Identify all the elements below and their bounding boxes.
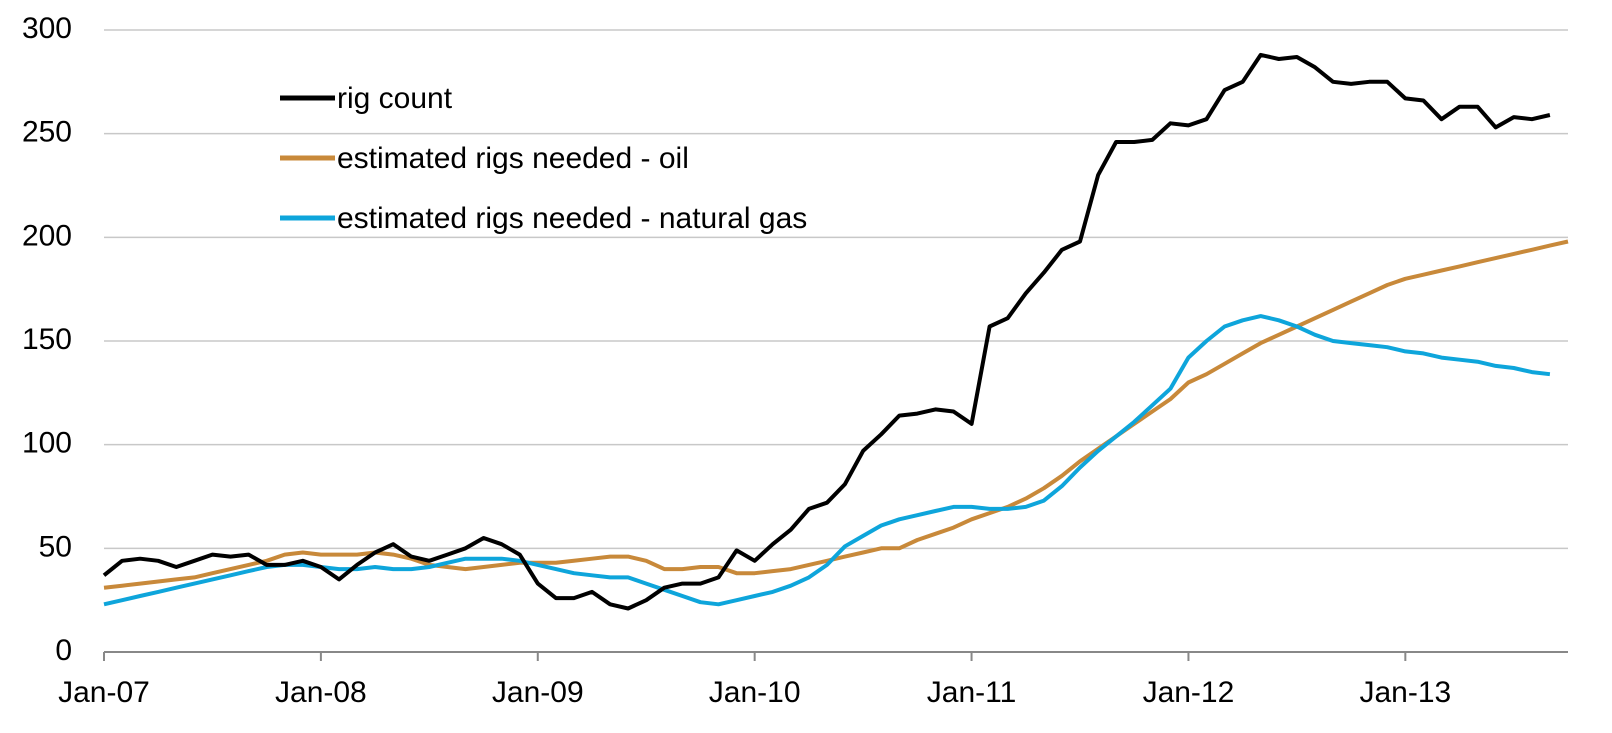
x-tick-label: Jan-12 <box>1143 676 1235 709</box>
x-tick-label: Jan-11 <box>927 676 1017 709</box>
y-tick-label: 0 <box>55 634 72 667</box>
y-tick-label: 250 <box>22 116 72 149</box>
x-tick-label: Jan-07 <box>58 676 150 709</box>
series-line <box>102 52 1551 611</box>
legend-label: rig count <box>337 82 453 115</box>
x-tick-label: Jan-09 <box>492 676 584 709</box>
y-tick-label: 200 <box>22 219 72 252</box>
legend-label: estimated rigs needed - oil <box>337 142 689 175</box>
legend-label: estimated rigs needed - natural gas <box>337 202 807 235</box>
x-tick-label: Jan-10 <box>709 676 801 709</box>
x-tick-label: Jan-08 <box>275 676 367 709</box>
y-tick-label: 300 <box>22 12 72 45</box>
y-tick-label: 100 <box>22 427 72 460</box>
series-line <box>103 314 1551 607</box>
series-line <box>103 239 1569 590</box>
y-tick-label: 50 <box>39 530 72 563</box>
y-tick-label: 150 <box>22 323 72 356</box>
x-tick-label: Jan-13 <box>1359 676 1451 709</box>
